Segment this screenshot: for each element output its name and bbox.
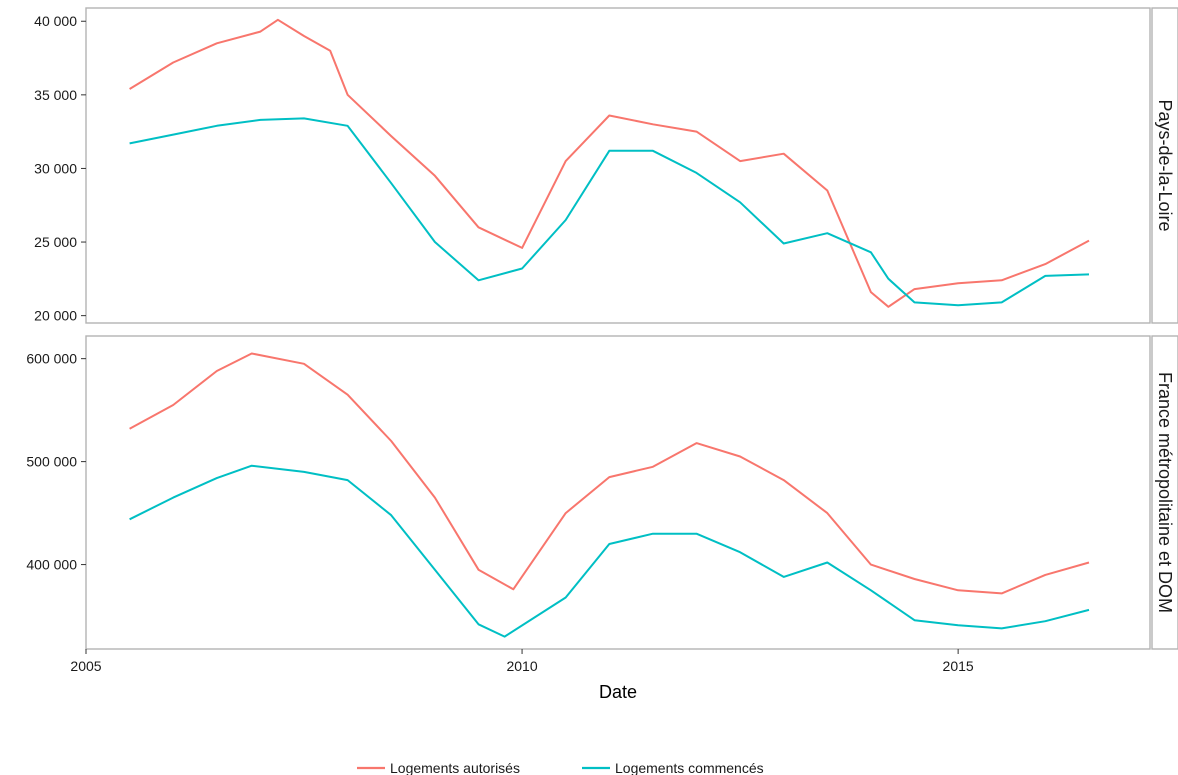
y-tick-label: 40 000 xyxy=(34,13,77,29)
panel-1: 20 000 25 000 30 000 35 000 40 000 Pays-de-la… xyxy=(34,7,1178,324)
y-tick-label: 20 000 xyxy=(34,308,77,324)
y-tick-label: 35 000 xyxy=(34,87,77,103)
x-tick-label: 2010 xyxy=(506,658,537,674)
x-axis-title: Date xyxy=(599,682,637,702)
panel-frame xyxy=(85,7,1151,324)
facet-strip-label: France métropolitaine et DOM xyxy=(1155,372,1175,613)
y-tick-label: 600 000 xyxy=(26,351,77,367)
series-line-autorises xyxy=(129,352,1090,595)
x-tick-label: 2005 xyxy=(70,658,101,674)
x-tick-label: 2015 xyxy=(943,658,974,674)
facet-strip xyxy=(1151,7,1178,324)
panel-2: 400 000 500 000 600 000 France métropolitai… xyxy=(26,335,1178,650)
y-tick-label: 25 000 xyxy=(34,234,77,250)
legend: Logements autorisés Logements commencés xyxy=(357,760,764,775)
series-line-autorises xyxy=(129,18,1090,308)
y-tick-label: 400 000 xyxy=(26,557,77,573)
y-tick-label: 500 000 xyxy=(26,454,77,470)
legend-label: Logements autorisés xyxy=(390,760,520,775)
y-tick-label: 30 000 xyxy=(34,160,77,176)
series-line-commences xyxy=(129,117,1090,307)
series-line-commences xyxy=(129,464,1090,638)
legend-label: Logements commencés xyxy=(615,760,764,775)
facet-strip xyxy=(1151,335,1178,650)
panel-frame xyxy=(85,335,1151,650)
facet-strip-label: Pays-de-la-Loire xyxy=(1155,99,1175,231)
